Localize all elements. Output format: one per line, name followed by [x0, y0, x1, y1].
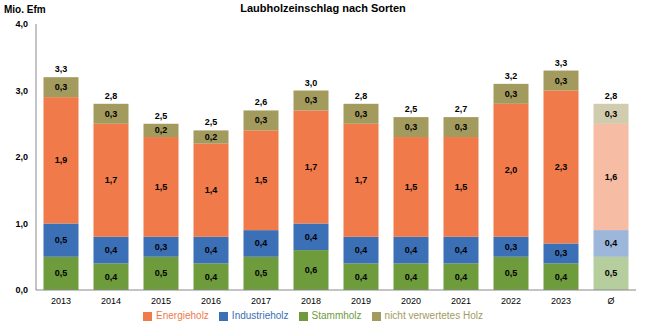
svg-text:2015: 2015 — [151, 296, 171, 306]
svg-text:2017: 2017 — [251, 296, 271, 306]
svg-text:0,3: 0,3 — [505, 242, 518, 252]
svg-text:0,3: 0,3 — [505, 89, 518, 99]
svg-text:0,3: 0,3 — [55, 82, 68, 92]
svg-text:0,3: 0,3 — [555, 76, 568, 86]
svg-text:1,7: 1,7 — [355, 175, 368, 185]
svg-text:0,2: 0,2 — [155, 125, 168, 135]
svg-text:0,4: 0,4 — [455, 245, 468, 255]
svg-text:0,5: 0,5 — [505, 268, 518, 278]
svg-text:0,3: 0,3 — [605, 109, 618, 119]
svg-text:0,4: 0,4 — [605, 238, 618, 248]
svg-text:0,5: 0,5 — [155, 268, 168, 278]
svg-text:Ø: Ø — [607, 296, 614, 306]
svg-text:0,5: 0,5 — [55, 235, 68, 245]
svg-text:2,3: 2,3 — [555, 162, 568, 172]
svg-text:0,3: 0,3 — [305, 95, 318, 105]
svg-text:2023: 2023 — [551, 296, 571, 306]
svg-text:0,4: 0,4 — [355, 272, 368, 282]
svg-text:1,6: 1,6 — [605, 172, 618, 182]
svg-text:0,4: 0,4 — [405, 272, 418, 282]
svg-text:2014: 2014 — [101, 296, 121, 306]
html-text:Stammholz: Stammholz — [311, 310, 362, 321]
svg-text:2,6: 2,6 — [255, 97, 268, 107]
svg-text:1,7: 1,7 — [305, 162, 318, 172]
svg-text:0,4: 0,4 — [105, 245, 118, 255]
svg-text:3,0: 3,0 — [305, 78, 318, 88]
svg-text:0,3: 0,3 — [105, 109, 118, 119]
svg-text:0,4: 0,4 — [105, 272, 118, 282]
svg-text:0,4: 0,4 — [555, 272, 568, 282]
svg-text:0,4: 0,4 — [405, 245, 418, 255]
svg-text:2,5: 2,5 — [205, 117, 218, 127]
svg-text:1,4: 1,4 — [205, 185, 218, 195]
svg-text:2,8: 2,8 — [355, 91, 368, 101]
svg-text:1,5: 1,5 — [255, 175, 268, 185]
svg-text:0,0: 0,0 — [15, 285, 28, 295]
svg-text:0,3: 0,3 — [455, 122, 468, 132]
svg-text:2022: 2022 — [501, 296, 521, 306]
svg-text:0,3: 0,3 — [155, 242, 168, 252]
svg-text:1,0: 1,0 — [15, 219, 28, 229]
svg-text:0,4: 0,4 — [305, 232, 318, 242]
svg-text:0,3: 0,3 — [405, 122, 418, 132]
svg-text:3,2: 3,2 — [505, 71, 518, 81]
html-text:Energieholz: Energieholz — [156, 310, 209, 321]
svg-text:2020: 2020 — [401, 296, 421, 306]
svg-text:1,5: 1,5 — [405, 182, 418, 192]
svg-text:3,3: 3,3 — [555, 58, 568, 68]
svg-text:0,4: 0,4 — [205, 245, 218, 255]
svg-text:0,5: 0,5 — [605, 268, 618, 278]
svg-text:1,7: 1,7 — [105, 175, 118, 185]
svg-text:1,9: 1,9 — [55, 155, 68, 165]
svg-text:0,3: 0,3 — [255, 115, 268, 125]
svg-text:1,5: 1,5 — [455, 182, 468, 192]
svg-text:0,5: 0,5 — [255, 268, 268, 278]
svg-text:0,3: 0,3 — [355, 109, 368, 119]
svg-text:4,0: 4,0 — [15, 19, 28, 29]
svg-text:2,8: 2,8 — [105, 91, 118, 101]
svg-text:2021: 2021 — [451, 296, 471, 306]
svg-text:2,7: 2,7 — [455, 104, 468, 114]
html-text:Mio. Efm: Mio. Efm — [4, 4, 46, 15]
svg-text:2016: 2016 — [201, 296, 221, 306]
svg-text:3,0: 3,0 — [15, 86, 28, 96]
svg-text:2019: 2019 — [351, 296, 371, 306]
svg-text:0,4: 0,4 — [455, 272, 468, 282]
svg-text:2018: 2018 — [301, 296, 321, 306]
svg-text:0,4: 0,4 — [205, 272, 218, 282]
svg-text:2,0: 2,0 — [505, 165, 518, 175]
svg-text:1,5: 1,5 — [155, 182, 168, 192]
svg-text:2013: 2013 — [51, 296, 71, 306]
svg-text:0,4: 0,4 — [355, 245, 368, 255]
svg-text:2,5: 2,5 — [155, 111, 168, 121]
svg-text:2,8: 2,8 — [605, 91, 618, 101]
svg-text:3,3: 3,3 — [55, 64, 68, 74]
svg-text:0,4: 0,4 — [255, 238, 268, 248]
html-text:nicht verwertetes Holz: nicht verwertetes Holz — [384, 310, 483, 321]
html-text:Industrieholz: Industrieholz — [231, 310, 289, 321]
svg-text:0,6: 0,6 — [305, 265, 318, 275]
svg-text:2,5: 2,5 — [405, 104, 418, 114]
svg-text:0,3: 0,3 — [555, 248, 568, 258]
svg-text:2,0: 2,0 — [15, 152, 28, 162]
svg-text:0,5: 0,5 — [55, 268, 68, 278]
svg-text:0,2: 0,2 — [205, 132, 218, 142]
html-text:Laubholzeinschlag nach Sorten: Laubholzeinschlag nach Sorten — [240, 2, 406, 14]
